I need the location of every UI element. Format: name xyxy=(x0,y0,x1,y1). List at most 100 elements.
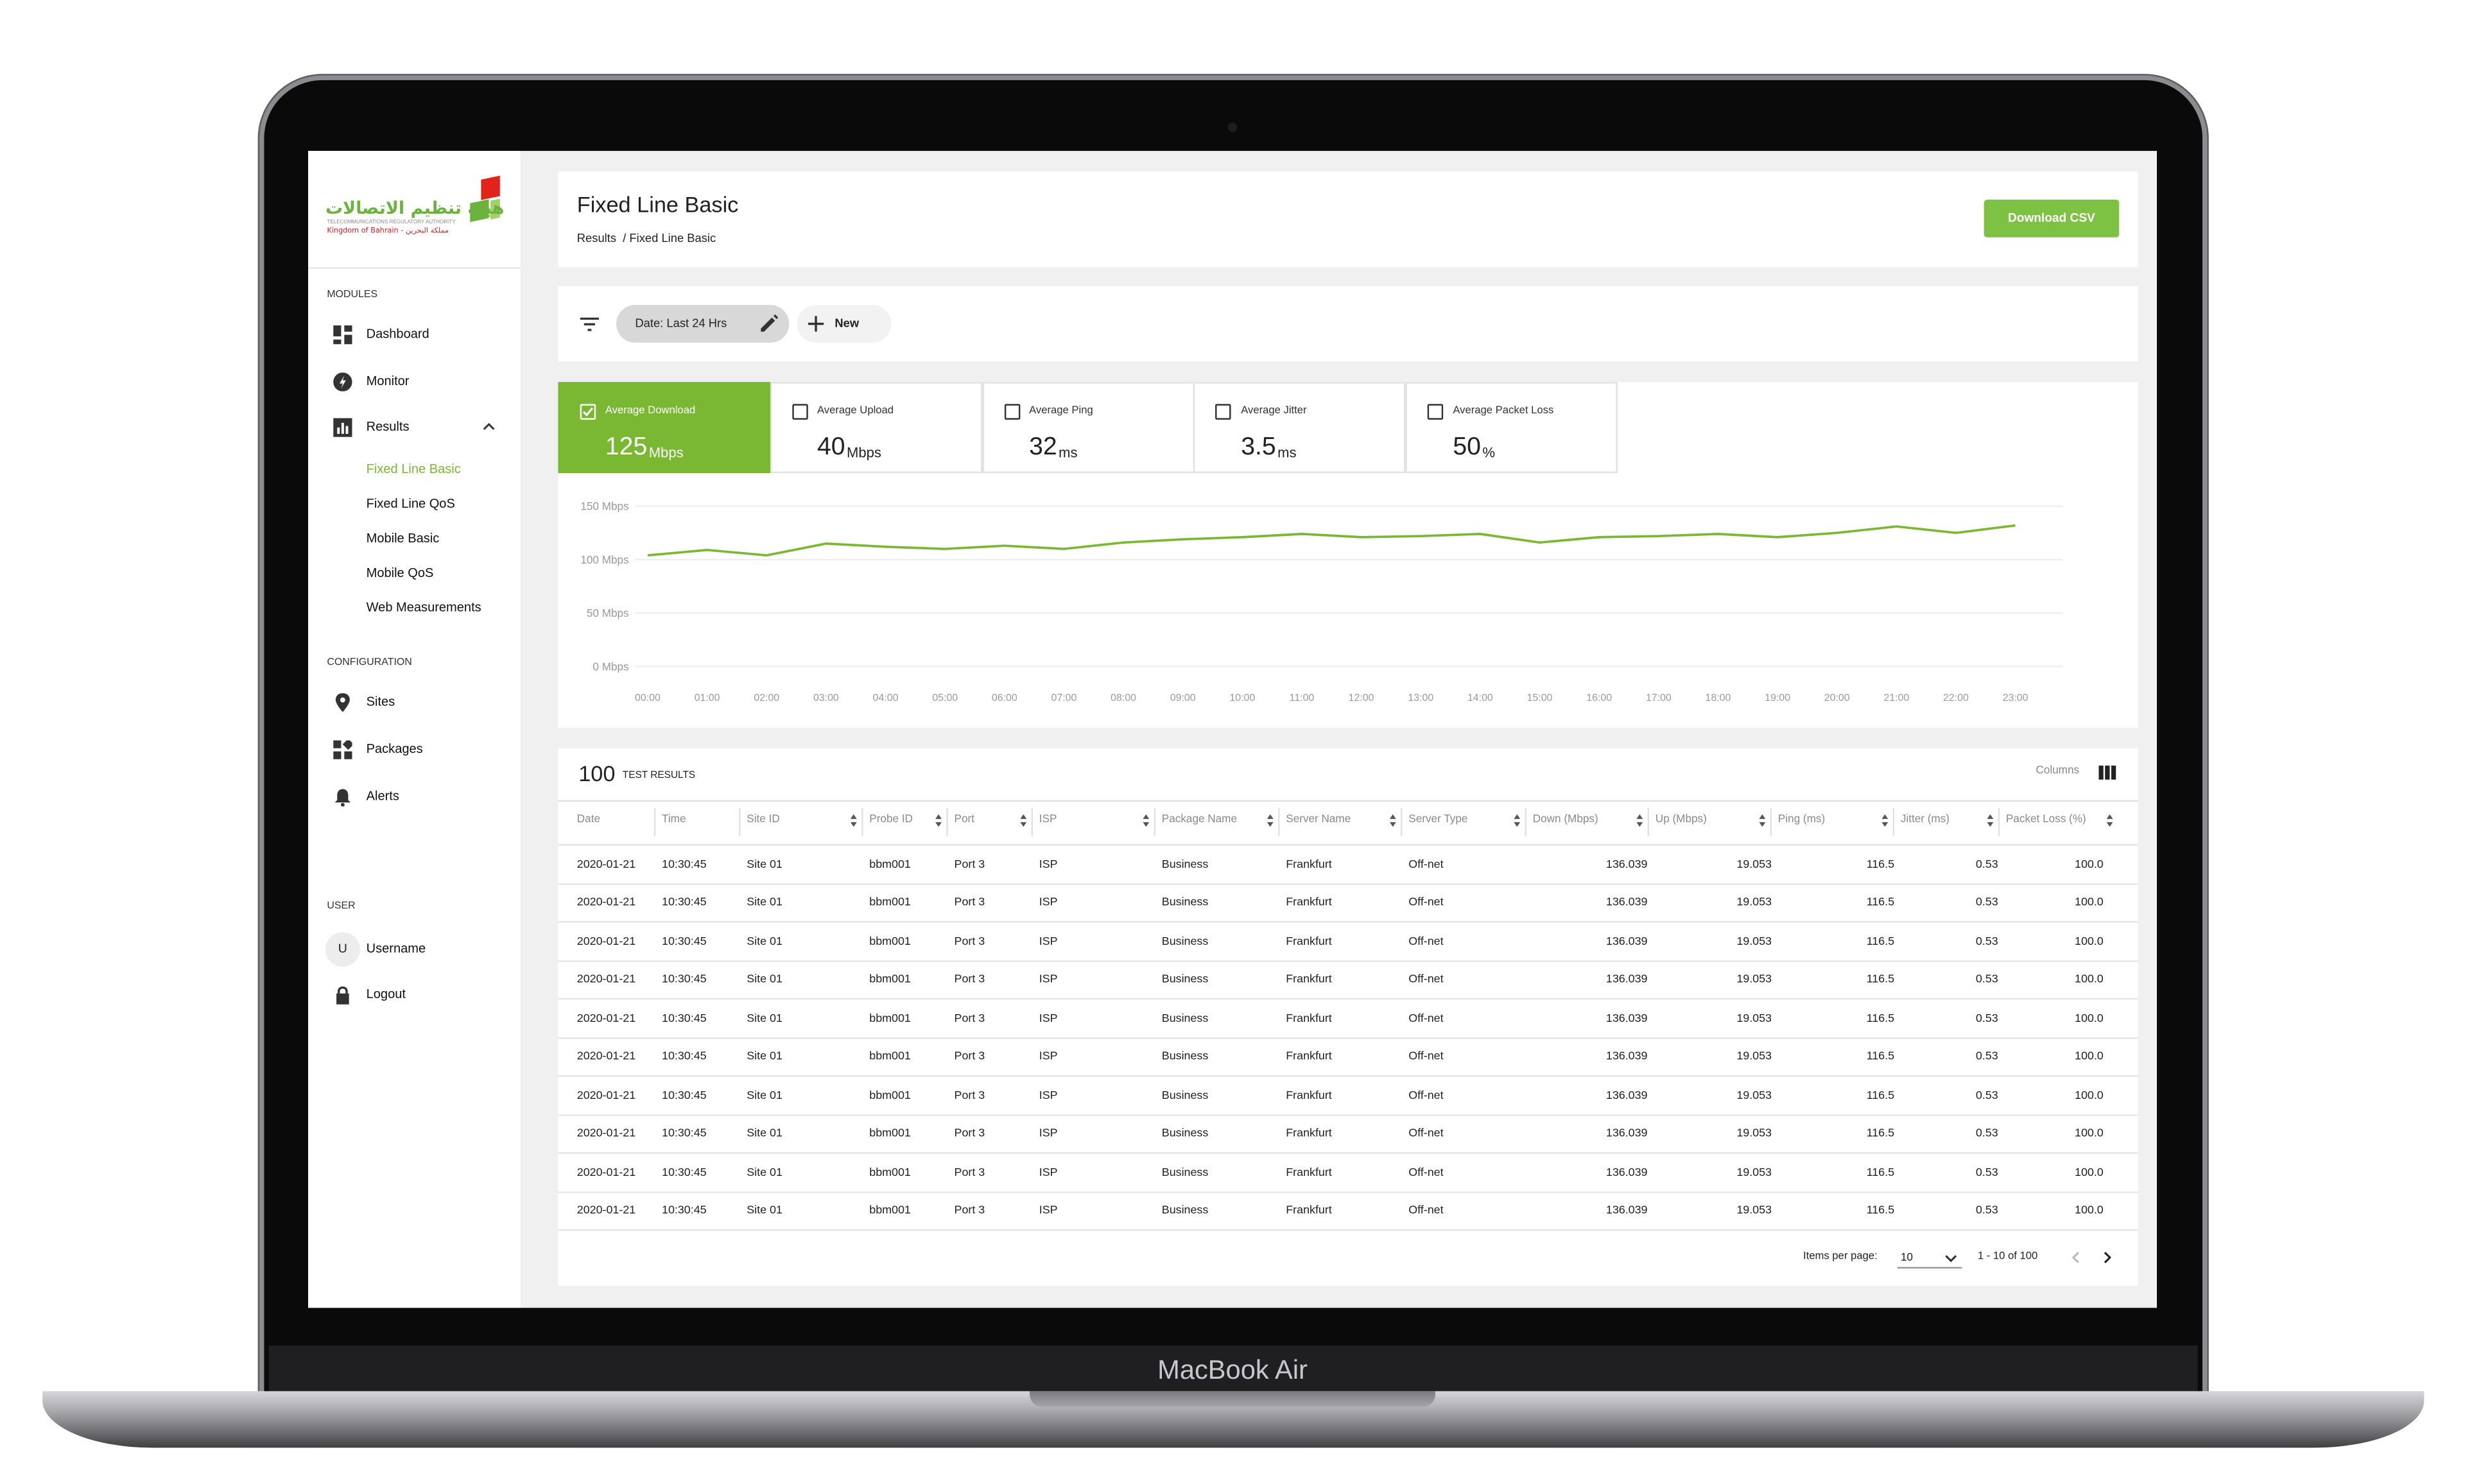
column-header[interactable]: Site ID xyxy=(747,814,780,825)
nav-subitem[interactable]: Mobile QoS xyxy=(366,565,434,580)
stat-card[interactable] xyxy=(558,382,771,474)
filter-icon[interactable] xyxy=(580,317,600,332)
select-chevron[interactable] xyxy=(1944,1254,1957,1263)
download-button[interactable] xyxy=(1984,200,2120,237)
table-cell: Off-net xyxy=(1408,1125,1444,1140)
nav-subitem[interactable]: Fixed Line QoS xyxy=(366,496,455,511)
column-header[interactable]: Down (Mbps) xyxy=(1532,814,1598,825)
table-cell: 19.053 xyxy=(1736,1010,1772,1025)
sort-up[interactable] xyxy=(1143,814,1150,819)
line-chart: 0 Mbps 50 Mbps 100 Mbps 150 Mbps 00:00 01:00 0… xyxy=(580,500,2063,703)
nav-item[interactable]: Sites xyxy=(366,695,395,709)
column-header[interactable]: Server Type xyxy=(1408,814,1468,825)
table-cell: Port 3 xyxy=(954,1049,985,1064)
column-header[interactable]: Port xyxy=(954,814,974,825)
x-tick-label: 20:00 xyxy=(1824,693,1850,703)
stat-card[interactable] xyxy=(1405,382,1618,474)
sort-down[interactable] xyxy=(2106,822,2113,827)
stat-card[interactable] xyxy=(982,382,1195,474)
stat-card[interactable] xyxy=(1193,382,1406,474)
nav-item[interactable]: Alerts xyxy=(366,789,399,804)
column-header[interactable]: Time xyxy=(662,814,686,825)
table-cell: 116.5 xyxy=(1866,1049,1895,1064)
column-header[interactable]: Date xyxy=(576,814,601,825)
table-cell: Frankfurt xyxy=(1286,1125,1332,1140)
column-header[interactable]: Ping (ms) xyxy=(1777,814,1826,825)
column-header[interactable]: ISP xyxy=(1039,814,1057,825)
column-header[interactable]: Probe ID xyxy=(869,814,913,825)
column-header[interactable]: Jitter (ms) xyxy=(1900,814,1950,825)
sort-up[interactable] xyxy=(1987,814,1994,819)
columns-button[interactable]: Columns xyxy=(2036,765,2080,777)
column-separator xyxy=(1154,807,1156,836)
table-cell: Frankfurt xyxy=(1286,1202,1332,1217)
sort-down[interactable] xyxy=(1267,822,1274,827)
username[interactable]: Username xyxy=(366,941,426,956)
sort-up[interactable] xyxy=(850,814,857,819)
sort-up[interactable] xyxy=(935,814,942,819)
table-cell: Business xyxy=(1161,1010,1209,1025)
row-divider xyxy=(558,1229,2138,1231)
nav-item[interactable]: Logout xyxy=(366,987,406,1002)
table-cell: bbm001 xyxy=(869,1049,911,1064)
collapse-chevron[interactable] xyxy=(483,422,496,431)
columns-icon[interactable] xyxy=(2098,765,2116,780)
next-page[interactable] xyxy=(2104,1251,2111,1264)
sort-down[interactable] xyxy=(850,822,857,827)
nav-item[interactable]: Monitor xyxy=(366,374,410,388)
sort-down[interactable] xyxy=(1987,822,1994,827)
plus-icon[interactable] xyxy=(808,316,824,332)
sort-down[interactable] xyxy=(1020,822,1027,827)
x-tick-label: 10:00 xyxy=(1229,693,1255,703)
sort-down[interactable] xyxy=(1636,822,1643,827)
page-size-select[interactable]: 10 xyxy=(1900,1252,1913,1264)
table-cell: ISP xyxy=(1039,1010,1058,1025)
sort-down[interactable] xyxy=(1759,822,1766,827)
sort-up[interactable] xyxy=(2106,814,2113,819)
nav-item[interactable]: Dashboard xyxy=(366,327,429,341)
table-cell: 2020-01-21 xyxy=(576,1125,636,1140)
stat-checkbox[interactable] xyxy=(580,404,596,420)
sort-down[interactable] xyxy=(1514,822,1521,827)
table-cell: 116.5 xyxy=(1866,1202,1895,1217)
nav-subitem[interactable]: Web Measurements xyxy=(366,600,481,615)
prev-page[interactable] xyxy=(2071,1251,2080,1264)
sort-up[interactable] xyxy=(1636,814,1643,819)
table-cell: Frankfurt xyxy=(1286,1087,1332,1101)
column-header[interactable]: Package Name xyxy=(1161,814,1238,825)
sort-up[interactable] xyxy=(1514,814,1521,819)
x-tick-label: 05:00 xyxy=(932,693,958,703)
nav-subitem[interactable]: Mobile Basic xyxy=(366,531,440,546)
sort-down[interactable] xyxy=(1143,822,1150,827)
nav-subitem-active[interactable]: Fixed Line Basic xyxy=(366,462,461,477)
sort-up[interactable] xyxy=(1881,814,1889,819)
sort-down[interactable] xyxy=(1389,822,1396,827)
table-cell: 0.53 xyxy=(1975,1049,1998,1064)
table-cell: Site 01 xyxy=(747,1164,783,1178)
sort-up[interactable] xyxy=(1267,814,1274,819)
check-path xyxy=(582,407,593,417)
stat-checkbox[interactable] xyxy=(1428,404,1444,420)
sort-up[interactable] xyxy=(1020,814,1027,819)
new-chip-label[interactable]: New xyxy=(835,316,860,331)
column-header[interactable]: Up (Mbps) xyxy=(1655,814,1707,825)
stat-checkbox[interactable] xyxy=(1003,404,1020,420)
nav-item[interactable]: Packages xyxy=(366,741,423,756)
stat-card[interactable] xyxy=(770,382,983,474)
column-separator xyxy=(1401,807,1403,836)
date-chip-label[interactable]: Date: Last 24 Hrs xyxy=(635,316,727,331)
sort-down[interactable] xyxy=(1881,822,1889,827)
table-cell: bbm001 xyxy=(869,1202,911,1217)
date-chip[interactable] xyxy=(616,305,790,343)
stat-checkbox[interactable] xyxy=(791,404,808,420)
download-button-label[interactable]: Download CSV xyxy=(2007,211,2095,225)
sort-up[interactable] xyxy=(1759,814,1766,819)
sort-down[interactable] xyxy=(935,822,942,827)
nav-item[interactable]: Results xyxy=(366,419,410,434)
sort-up[interactable] xyxy=(1389,814,1396,819)
column-header[interactable]: Server Name xyxy=(1286,814,1351,825)
stat-checkbox[interactable] xyxy=(1216,404,1232,420)
edit-icon[interactable] xyxy=(759,314,779,333)
column-header[interactable]: Packet Loss (%) xyxy=(2005,814,2086,825)
table-cell: Off-net xyxy=(1408,1164,1444,1178)
